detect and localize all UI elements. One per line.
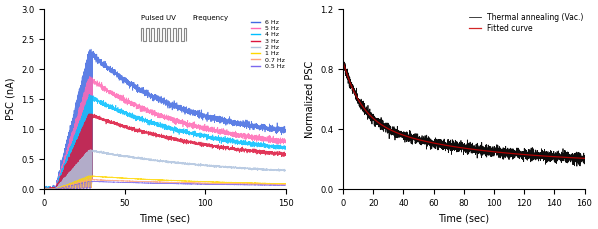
Thermal annealing (Vac.) — [573, 165, 581, 168]
Thermal annealing (Vac.) — [493, 150, 500, 153]
Fitted curve — [340, 60, 347, 63]
Thermal annealing (Vac.) — [340, 62, 347, 65]
Y-axis label: PSC (nA): PSC (nA) — [5, 78, 16, 120]
Line: Fitted curve: Fitted curve — [343, 62, 584, 158]
Text: Frequency: Frequency — [193, 15, 228, 21]
Fitted curve — [544, 155, 551, 158]
Legend: 6 Hz, 5 Hz, 4 Hz, 3 Hz, 2 Hz, 1 Hz, 0.7 Hz, 0.5 Hz: 6 Hz, 5 Hz, 4 Hz, 3 Hz, 2 Hz, 1 Hz, 0.7 … — [251, 19, 285, 69]
Fitted curve — [389, 129, 396, 132]
X-axis label: Time (sec): Time (sec) — [139, 213, 190, 224]
Fitted curve — [514, 153, 521, 155]
Y-axis label: Normalized PSC: Normalized PSC — [304, 60, 315, 138]
Fitted curve — [578, 157, 585, 160]
Fitted curve — [581, 157, 588, 160]
Thermal annealing (Vac.) — [389, 130, 396, 133]
X-axis label: Time (sec): Time (sec) — [438, 213, 489, 224]
Legend: Thermal annealing (Vac.), Fitted curve: Thermal annealing (Vac.), Fitted curve — [469, 13, 583, 33]
Thermal annealing (Vac.) — [530, 158, 537, 161]
Fitted curve — [529, 154, 536, 157]
Thermal annealing (Vac.) — [340, 56, 347, 59]
Thermal annealing (Vac.) — [578, 155, 585, 158]
Thermal annealing (Vac.) — [581, 158, 588, 160]
Fitted curve — [493, 151, 500, 153]
Text: Pulsed UV: Pulsed UV — [141, 15, 176, 21]
Line: Thermal annealing (Vac.): Thermal annealing (Vac.) — [343, 57, 584, 166]
Thermal annealing (Vac.) — [514, 147, 521, 150]
Thermal annealing (Vac.) — [544, 152, 551, 155]
